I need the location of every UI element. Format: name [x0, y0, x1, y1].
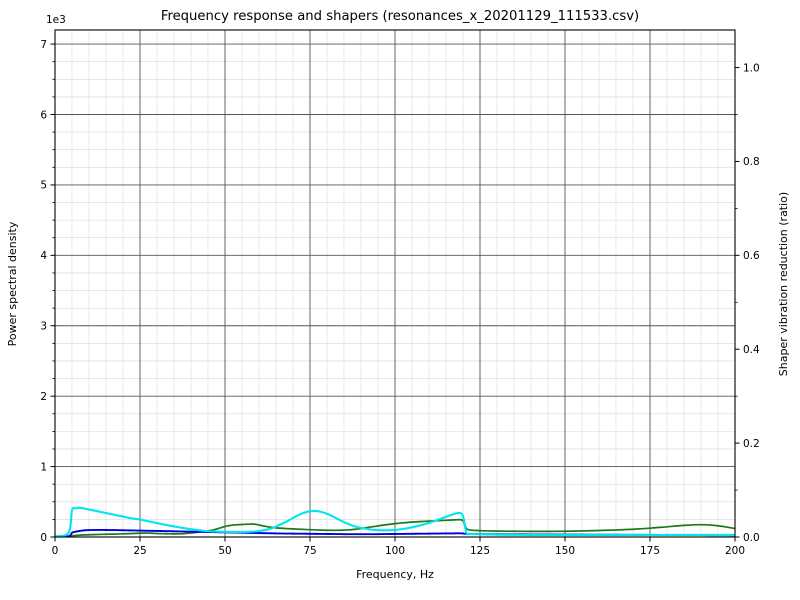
x-tick-label: 75 — [303, 545, 316, 557]
x-axis-label: Frequency, Hz — [356, 568, 434, 581]
y2-tick-label: 0.0 — [743, 532, 760, 544]
plot-curves — [55, 506, 735, 537]
y2-tick-label: 0.6 — [743, 250, 760, 262]
x-tick-label: 125 — [470, 545, 490, 557]
y-tick-label: 7 — [40, 39, 47, 51]
y-tick-label: 2 — [40, 391, 47, 403]
y-tick-label: 1 — [40, 461, 47, 473]
y-tick-label: 4 — [40, 250, 47, 262]
chart-title: Frequency response and shapers (resonanc… — [161, 9, 639, 24]
y2-tick-label: 0.2 — [743, 438, 760, 450]
y-axis-offset-label: 1e3 — [46, 14, 66, 26]
x-tick-label: 25 — [133, 545, 146, 557]
x-tick-label: 150 — [555, 545, 575, 557]
y-tick-label: 3 — [40, 321, 47, 333]
y2-tick-label: 0.4 — [743, 344, 760, 356]
y2-axis-label: Shaper vibration reduction (ratio) — [777, 192, 790, 376]
x-tick-label: 175 — [640, 545, 660, 557]
psd-curve-y — [55, 518, 735, 537]
x-tick-label: 200 — [725, 545, 745, 557]
psd-curve-after-shaper — [55, 506, 735, 537]
y2-tick-label: 1.0 — [743, 62, 760, 74]
axis-ticks: 0 25 50 75 100 125 150 175 200 0 1 2 3 4 5 6 7 0.0 0.2 0.4 0… — [40, 39, 760, 557]
y2-tick-label: 0.8 — [743, 156, 760, 168]
curve-clip-group — [55, 506, 735, 537]
x-tick-label: 50 — [218, 545, 231, 557]
x-tick-label: 100 — [385, 545, 405, 557]
x-tick-label: 0 — [52, 545, 59, 557]
y-axis-label: Power spectral density — [6, 221, 19, 346]
y-tick-label: 5 — [40, 180, 47, 192]
y-tick-label: 0 — [40, 532, 47, 544]
y-tick-label: 6 — [40, 109, 47, 121]
